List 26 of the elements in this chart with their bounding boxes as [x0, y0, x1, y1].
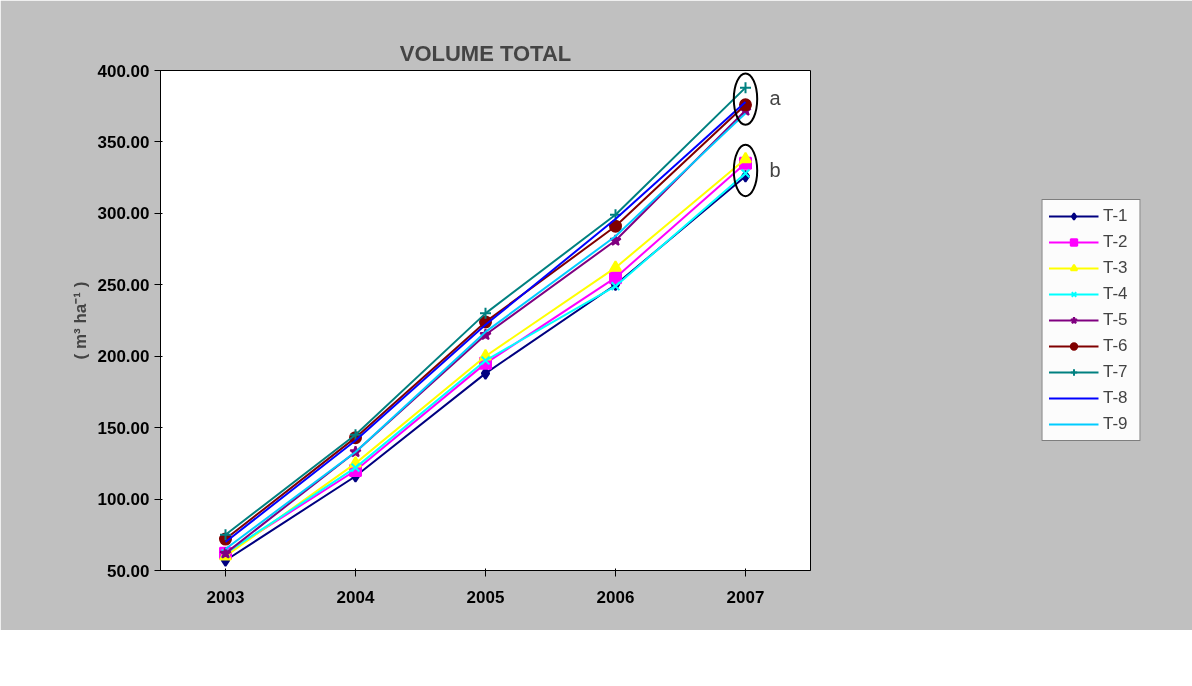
y-tick-label: 50.00	[106, 561, 150, 581]
legend-label: T-9	[1103, 414, 1129, 434]
y-tick-label: 400.00	[97, 61, 150, 81]
annotation: b	[769, 158, 781, 181]
x-tick-label: 2005	[466, 587, 505, 607]
y-tick-label: 100.00	[97, 490, 150, 510]
x-tick-label: 2003	[206, 587, 245, 607]
y-tick-label: 150.00	[97, 418, 150, 438]
y-tick-label: 350.00	[97, 132, 150, 152]
x-tick-label: 2004	[336, 587, 375, 607]
legend-label: T-7	[1103, 362, 1129, 382]
legend-label: T-1	[1103, 206, 1129, 226]
legend-label: T-6	[1103, 336, 1129, 356]
y-tick-label: 250.00	[97, 275, 150, 295]
legend-label: T-3	[1103, 258, 1129, 278]
annotation: a	[769, 87, 782, 110]
x-tick-label: 2006	[596, 587, 635, 607]
legend-label: T-5	[1103, 310, 1129, 330]
y-tick-label: 200.00	[97, 347, 150, 367]
y-axis-title: ( m³ ha⁻¹ )	[70, 281, 90, 360]
legend-label: T-8	[1103, 388, 1129, 408]
chart-title: VOLUME TOTAL	[399, 40, 572, 66]
legend-label: T-2	[1103, 232, 1129, 252]
y-tick-label: 300.00	[97, 204, 150, 224]
legend-label: T-4	[1103, 284, 1129, 304]
x-tick-label: 2007	[726, 587, 765, 607]
